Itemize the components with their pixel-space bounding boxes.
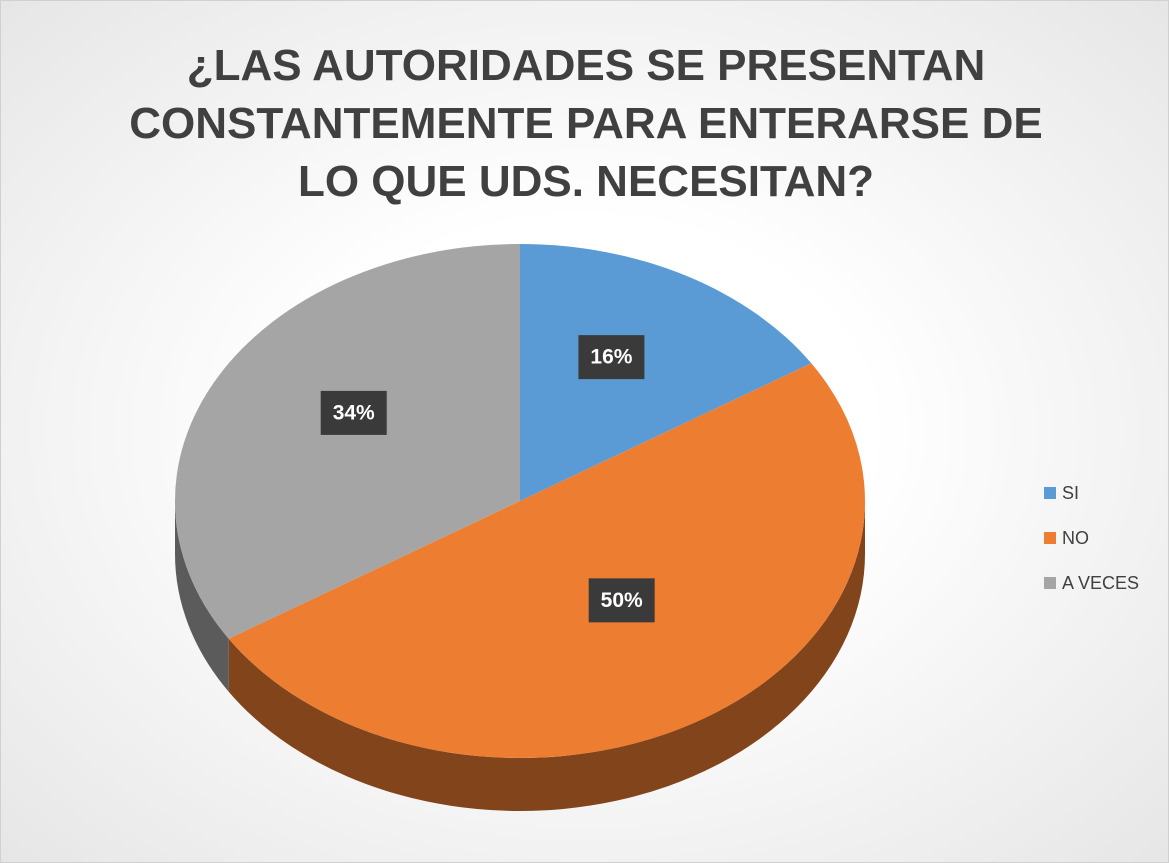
data-label-box	[578, 335, 645, 380]
pie-slice	[175, 244, 521, 692]
pie-slice	[228, 363, 866, 812]
pie-slice	[520, 244, 812, 501]
legend-label: A VECES	[1062, 573, 1139, 593]
legend-label: NO	[1062, 528, 1089, 548]
legend-label: SI	[1062, 483, 1079, 503]
data-label-box	[320, 390, 387, 435]
legend-swatch	[1044, 487, 1056, 499]
data-label-box	[588, 578, 655, 623]
legend-swatch	[1044, 577, 1056, 589]
slice-side	[228, 501, 866, 812]
legend-swatch	[1044, 532, 1056, 544]
data-label: 34%	[333, 401, 375, 424]
slice-top	[228, 363, 866, 758]
slice-side	[175, 501, 229, 692]
data-label: 50%	[601, 589, 643, 612]
chart-title: ¿LAS AUTORIDADES SE PRESENTAN CONSTANTEM…	[129, 41, 1043, 206]
slice-top	[175, 244, 521, 639]
slice-top	[520, 244, 812, 501]
data-label: 16%	[590, 346, 632, 369]
